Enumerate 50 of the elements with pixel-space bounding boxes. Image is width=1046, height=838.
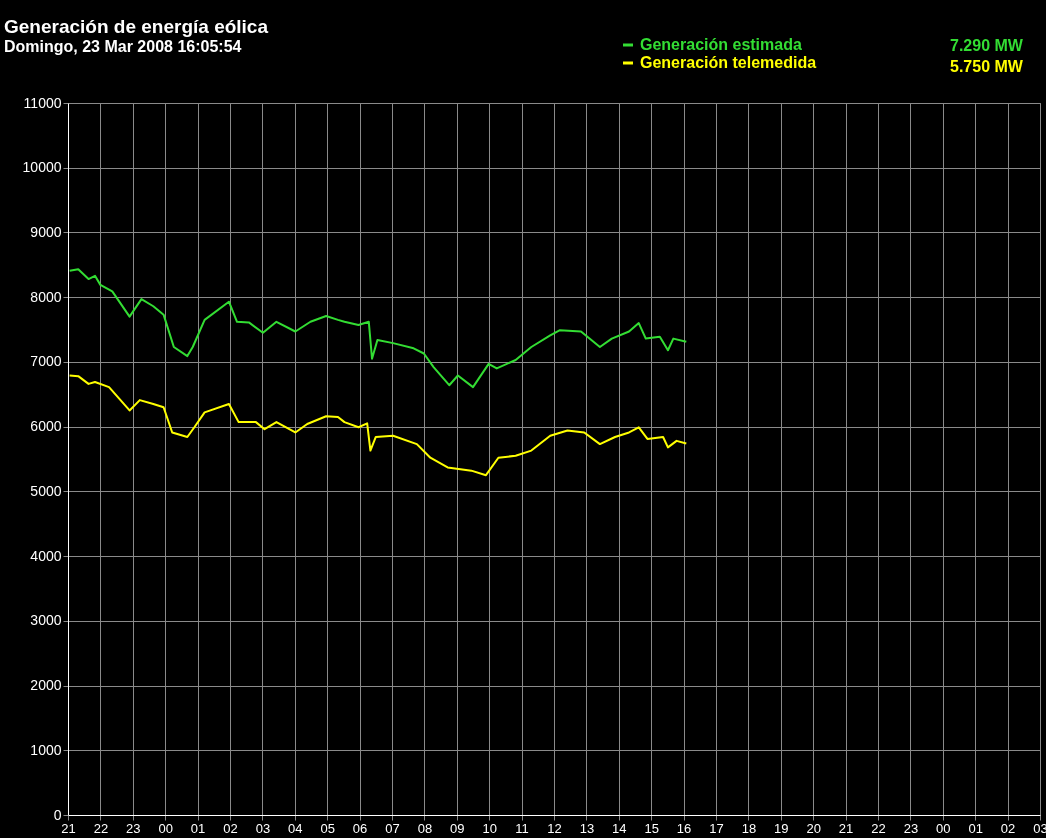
x-tick-label: 23 xyxy=(903,820,919,836)
x-tick-label: 02 xyxy=(223,820,238,836)
line-series xyxy=(68,374,688,477)
x-tick-label: 22 xyxy=(871,820,886,836)
line-series xyxy=(68,268,688,389)
x-tick-label: 01 xyxy=(190,820,206,836)
y-tick-label: 6000 xyxy=(30,418,62,435)
y-tick-label: 0 xyxy=(53,806,62,823)
x-tick-label: 18 xyxy=(741,820,757,836)
y-tick-label: 11000 xyxy=(23,94,62,111)
y-tick-label: 10000 xyxy=(22,159,62,176)
x-tick-label: 22 xyxy=(93,820,109,836)
y-tick-label: 3000 xyxy=(30,612,62,629)
x-tick-label: 21 xyxy=(61,820,76,836)
x-tick-label: 07 xyxy=(385,820,400,836)
x-tick-label: 02 xyxy=(1000,820,1016,836)
y-tick-label: 7000 xyxy=(30,353,62,370)
y-tick-label: 4000 xyxy=(30,547,62,564)
chart-title: Generación de energía eólica xyxy=(4,16,269,37)
x-tick-label: 10 xyxy=(482,820,497,836)
text: 7.290 MW xyxy=(950,37,1024,54)
legend-label: Generación estimada xyxy=(640,36,802,53)
y-tick-label: 1000 xyxy=(30,741,62,758)
x-tick-label: 03 xyxy=(255,820,271,836)
y-tick-label: 2000 xyxy=(30,677,62,694)
x-tick-label: 21 xyxy=(838,820,854,836)
x-tick-label: 05 xyxy=(320,820,335,836)
x-tick-label: 00 xyxy=(936,820,951,836)
y-tick-label: 5000 xyxy=(30,482,62,499)
x-tick-label: 12 xyxy=(547,820,562,836)
x-tick-label: 06 xyxy=(352,820,368,836)
chart-subtitle: Domingo, 23 Mar 2008 16:05:54 xyxy=(4,38,242,55)
x-tick-label: 01 xyxy=(968,820,983,836)
x-tick-label: 13 xyxy=(579,820,595,836)
y-tick-label: 8000 xyxy=(30,288,62,305)
x-tick-label: 16 xyxy=(676,820,692,836)
legend-label: Generación telemedida xyxy=(640,54,817,71)
text: 5.750 MW xyxy=(950,58,1024,75)
x-tick-label: 08 xyxy=(417,820,433,836)
x-tick-label: 11 xyxy=(515,820,529,836)
x-tick-label: 20 xyxy=(806,820,821,836)
x-tick-label: 04 xyxy=(288,820,303,836)
x-tick-label: 09 xyxy=(450,820,465,836)
x-tick-label: 14 xyxy=(612,820,627,836)
x-tick-label: 17 xyxy=(709,820,724,836)
y-tick-label: 9000 xyxy=(30,223,62,240)
x-tick-label: 00 xyxy=(158,820,173,836)
x-tick-label: 15 xyxy=(644,820,659,836)
x-tick-label: 23 xyxy=(126,820,141,836)
x-tick-label: 19 xyxy=(774,820,789,836)
